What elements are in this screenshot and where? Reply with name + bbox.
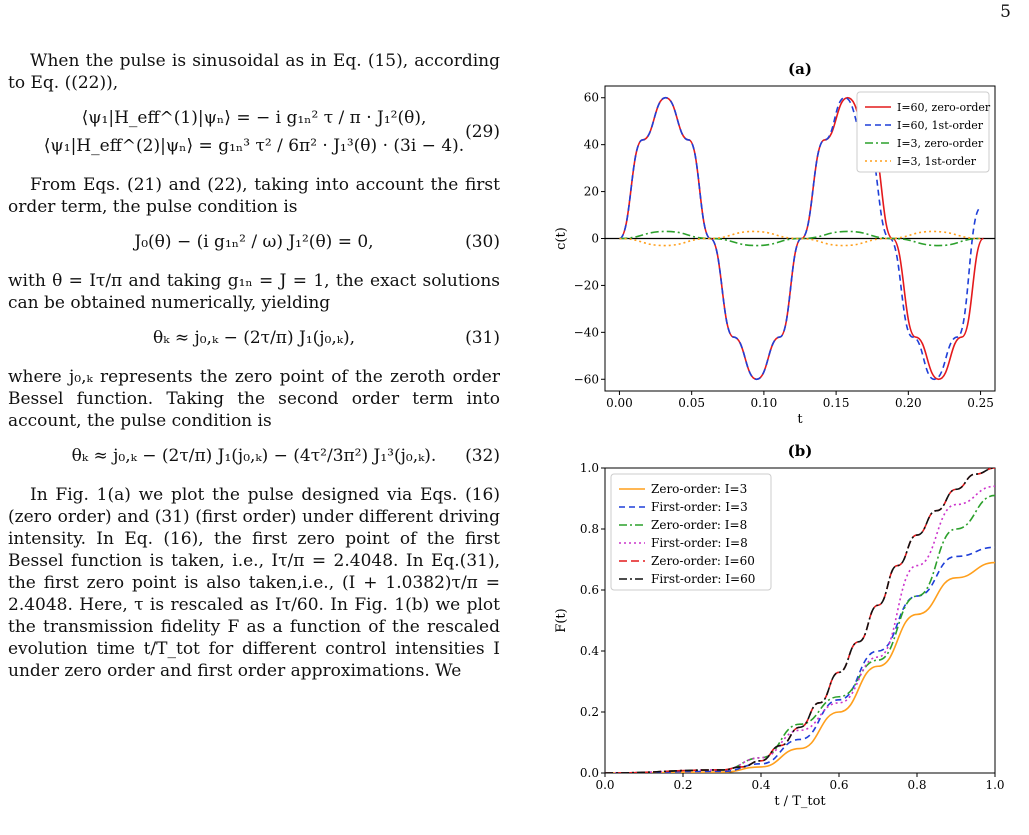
series-line-2	[619, 96, 982, 381]
y-tick-label: 0.6	[580, 583, 599, 597]
equation-30-body: J₀(θ) − (i g₁ₙ² / ω) J₁²(θ) = 0,	[134, 232, 374, 252]
x-tick-label: 0.05	[678, 396, 705, 410]
legend-label-6: First-order: I=60	[651, 572, 755, 586]
series-line-1	[605, 561, 995, 773]
y-axis-label: c(t)	[554, 227, 569, 250]
y-tick-label: −40	[574, 325, 599, 339]
equation-30: J₀(θ) − (i g₁ₙ² / ω) J₁²(θ) = 0, (30)	[8, 228, 500, 256]
chart-title: (a)	[788, 60, 812, 78]
y-tick-label: 40	[584, 138, 599, 152]
legend-label-4: I=3, 1st-order	[897, 155, 977, 168]
x-axis-label: t	[797, 412, 803, 427]
x-tick-label: 0.4	[751, 778, 770, 792]
equation-30-number: (30)	[465, 232, 500, 252]
legend-label-3: I=3, zero-order	[897, 137, 984, 150]
series-line-3	[619, 230, 981, 247]
paragraph-3: with θ = Iτ/π and taking g₁ₙ = J = 1, th…	[8, 271, 500, 313]
y-axis-label: F(t)	[554, 608, 569, 632]
equation-29-number: (29)	[465, 122, 500, 142]
x-tick-label: 0.15	[823, 396, 850, 410]
x-tick-label: 0.6	[829, 778, 848, 792]
legend-label-2: First-order: I=3	[651, 500, 748, 514]
paragraph-4: where j₀,ₖ represents the zero point of …	[8, 367, 500, 431]
equation-32-number: (32)	[465, 446, 500, 466]
legend-label-5: Zero-order: I=60	[651, 554, 755, 568]
y-tick-label: 1.0	[580, 461, 599, 475]
y-tick-label: 0.0	[580, 766, 599, 780]
y-tick-label: 0.4	[580, 644, 599, 658]
equation-31-body: θₖ ≈ j₀,ₖ − (2τ/π) J₁(j₀,ₖ),	[152, 328, 355, 348]
figure-1a: (a) 0.00 0.05 0.10 0.15 0.20 0.25 −60 −40 −20 0 20 4…	[554, 60, 996, 427]
series-line-4	[619, 230, 981, 247]
x-tick-label: 0.8	[907, 778, 926, 792]
legend-label-1: Zero-order: I=3	[651, 482, 747, 496]
equation-31-number: (31)	[465, 328, 500, 348]
y-tick-label: 0.8	[580, 522, 599, 536]
y-tick-label: 0	[591, 232, 599, 246]
legend-box	[856, 91, 990, 173]
x-tick-label: 0.25	[967, 396, 994, 410]
paragraph-1: When the pulse is sinusoidal as in Eq. (…	[8, 51, 500, 93]
equation-32: θₖ ≈ j₀,ₖ − (2τ/π) J₁(j₀,ₖ) − (4τ²/3π²) …	[8, 442, 500, 470]
y-tick-label: 0.2	[580, 705, 599, 719]
chart-title: (b)	[788, 442, 813, 460]
x-tick-label: 0.0	[595, 778, 614, 792]
equation-29: ⟨ψ₁|H_eff^(1)|ψₙ⟩ = − i g₁ₙ² τ / π · J₁²…	[8, 104, 500, 160]
x-tick-label: 0.10	[751, 396, 778, 410]
paragraph-2: From Eqs. (21) and (22), taking into acc…	[8, 175, 500, 217]
plot-frame	[604, 467, 996, 774]
figure-1b: (b) 0.0 0.2 0.4 0.6 0.8 1.0 0.0 0.2 0.4 0.6 0.8 1.0 t…	[554, 442, 1005, 809]
text-column: When the pulse is sinusoidal as in Eq. (…	[8, 50, 500, 692]
y-tick-label: 60	[584, 91, 599, 105]
legend-label-2: I=60, 1st-order	[897, 119, 984, 132]
x-tick-label: 1.0	[985, 778, 1004, 792]
equation-32-body: θₖ ≈ j₀,ₖ − (2τ/π) J₁(j₀,ₖ) − (4τ²/3π²) …	[71, 446, 437, 466]
equation-29-line-1: ⟨ψ₁|H_eff^(1)|ψₙ⟩ = − i g₁ₙ² τ / π · J₁²…	[81, 108, 427, 128]
y-tick-label: 20	[584, 185, 599, 199]
page-number: 5	[1000, 2, 1011, 22]
series-line-6	[605, 468, 995, 773]
y-tick-label: −20	[574, 278, 599, 292]
legend-label-3: Zero-order: I=8	[651, 518, 747, 532]
x-tick-label: 0.00	[606, 396, 633, 410]
y-tick-label: −60	[574, 372, 599, 386]
x-axis-label: t / T_tot	[774, 794, 826, 809]
legend-label-1: I=60, zero-order	[897, 101, 991, 114]
legend-label-4: First-order: I=8	[651, 536, 748, 550]
paragraph-5: In Fig. 1(a) we plot the pulse designed …	[8, 485, 500, 681]
equation-29-line-2: ⟨ψ₁|H_eff^(2)|ψₙ⟩ = g₁ₙ³ τ² / 6π² · J₁³(…	[43, 136, 465, 156]
x-tick-label: 0.20	[895, 396, 922, 410]
series-line-2	[605, 546, 995, 773]
x-tick-label: 0.2	[673, 778, 692, 792]
legend-box	[610, 473, 772, 591]
equation-31: θₖ ≈ j₀,ₖ − (2τ/π) J₁(j₀,ₖ), (31)	[8, 324, 500, 352]
